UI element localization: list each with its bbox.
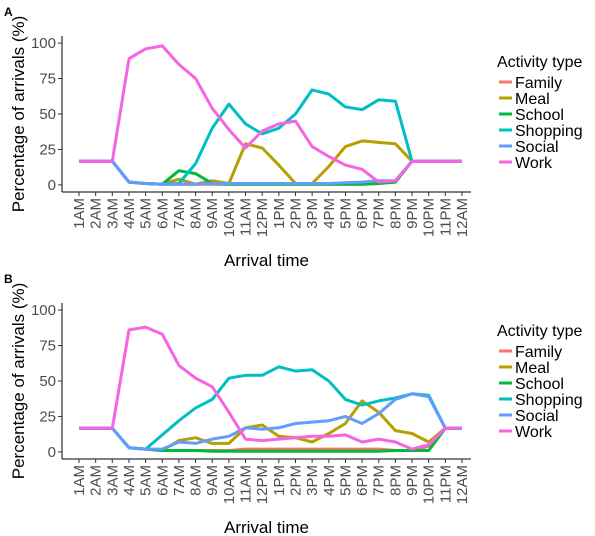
- y-tick-label: 50: [39, 106, 56, 123]
- legend-label: School: [515, 107, 564, 124]
- x-tick-label: 10PM: [421, 465, 438, 504]
- x-tick-label: 12PM: [254, 198, 271, 237]
- x-tick-label: 10AM: [221, 465, 238, 504]
- legend-label: Social: [515, 408, 559, 425]
- series-line: [79, 139, 462, 186]
- panel-label: B: [4, 272, 13, 286]
- y-tick-label: 0: [48, 444, 56, 461]
- x-tick-label: 2AM: [88, 465, 105, 496]
- y-tick-label: 25: [39, 141, 56, 158]
- x-tick-label: 2PM: [287, 465, 304, 496]
- x-tick-label: 4PM: [321, 465, 338, 496]
- x-tick-label: 5PM: [337, 465, 354, 496]
- y-tick-label: 50: [39, 373, 56, 390]
- y-tick-label: 25: [39, 408, 56, 425]
- x-tick-label: 8AM: [188, 198, 205, 229]
- x-tick-label: 2PM: [287, 198, 304, 229]
- x-tick-label: 7PM: [371, 465, 388, 496]
- x-tick-label: 1PM: [271, 465, 288, 496]
- x-tick-label: 11PM: [437, 465, 454, 503]
- x-tick-label: 8AM: [188, 465, 205, 496]
- series-line: [79, 44, 462, 184]
- x-tick-label: 4AM: [121, 465, 138, 496]
- y-tick-label: 75: [39, 338, 56, 355]
- y-tick-label: 0: [48, 177, 56, 194]
- x-axis-title: Arrival time: [224, 518, 309, 536]
- x-tick-label: 5AM: [138, 198, 155, 229]
- x-tick-label: 1AM: [71, 465, 88, 496]
- legend-label: Social: [515, 139, 559, 156]
- x-axis-title: Arrival time: [224, 251, 309, 270]
- legend-label: Work: [515, 155, 553, 172]
- x-tick-label: 4PM: [321, 198, 338, 229]
- legend-label: Work: [515, 424, 553, 441]
- legend-label: Meal: [515, 91, 550, 108]
- x-tick-label: 8PM: [387, 465, 404, 496]
- legend-label: School: [515, 376, 564, 393]
- legend-label: Shopping: [515, 123, 583, 140]
- x-tick-label: 10PM: [421, 198, 438, 237]
- x-tick-label: 9PM: [404, 465, 421, 496]
- x-tick-label: 11AM: [238, 465, 255, 503]
- x-tick-label: 9AM: [204, 198, 221, 229]
- x-tick-label: 2AM: [88, 198, 105, 229]
- series-line: [79, 325, 462, 451]
- x-tick-label: 1AM: [71, 198, 88, 229]
- legend-label: Meal: [515, 360, 550, 377]
- x-tick-label: 12PM: [254, 465, 271, 504]
- legend-title: Activity type: [497, 54, 582, 71]
- x-tick-label: 3AM: [104, 465, 121, 496]
- x-tick-label: 5AM: [138, 465, 155, 496]
- x-tick-label: 6AM: [154, 465, 171, 496]
- x-tick-label: 7PM: [371, 198, 388, 229]
- x-tick-label: 9AM: [204, 465, 221, 496]
- x-tick-label: 3AM: [104, 198, 121, 229]
- x-tick-label: 5PM: [337, 198, 354, 229]
- x-tick-label: 6PM: [354, 198, 371, 229]
- x-tick-label: 7AM: [171, 198, 188, 229]
- x-tick-label: 12AM: [454, 198, 471, 237]
- panel-label: A: [4, 5, 13, 19]
- x-tick-label: 3PM: [304, 198, 321, 229]
- x-tick-label: 4AM: [121, 198, 138, 229]
- legend-label: Shopping: [515, 392, 583, 409]
- y-axis-title: Percentage of arrivals (%): [9, 16, 28, 213]
- series-line: [79, 399, 462, 452]
- y-axis-title: Percentage of arrivals (%): [9, 283, 28, 480]
- x-tick-label: 9PM: [404, 198, 421, 229]
- x-tick-label: 12AM: [454, 465, 471, 504]
- y-tick-label: 100: [31, 302, 56, 319]
- series-line: [79, 365, 462, 451]
- x-tick-label: 6AM: [154, 198, 171, 229]
- x-tick-label: 7AM: [171, 465, 188, 496]
- legend-label: Family: [515, 75, 562, 92]
- x-tick-label: 6PM: [354, 465, 371, 496]
- legend-title: Activity type: [497, 323, 582, 340]
- x-tick-label: 11AM: [238, 198, 255, 236]
- x-tick-label: 1PM: [271, 198, 288, 229]
- y-tick-label: 100: [31, 35, 56, 52]
- x-tick-label: 8PM: [387, 198, 404, 229]
- x-tick-label: 11PM: [437, 198, 454, 236]
- x-tick-label: 3PM: [304, 465, 321, 496]
- x-tick-label: 10AM: [221, 198, 238, 237]
- legend-label: Family: [515, 344, 562, 361]
- y-tick-label: 75: [39, 71, 56, 88]
- series-line: [79, 159, 462, 186]
- series-line: [79, 392, 462, 451]
